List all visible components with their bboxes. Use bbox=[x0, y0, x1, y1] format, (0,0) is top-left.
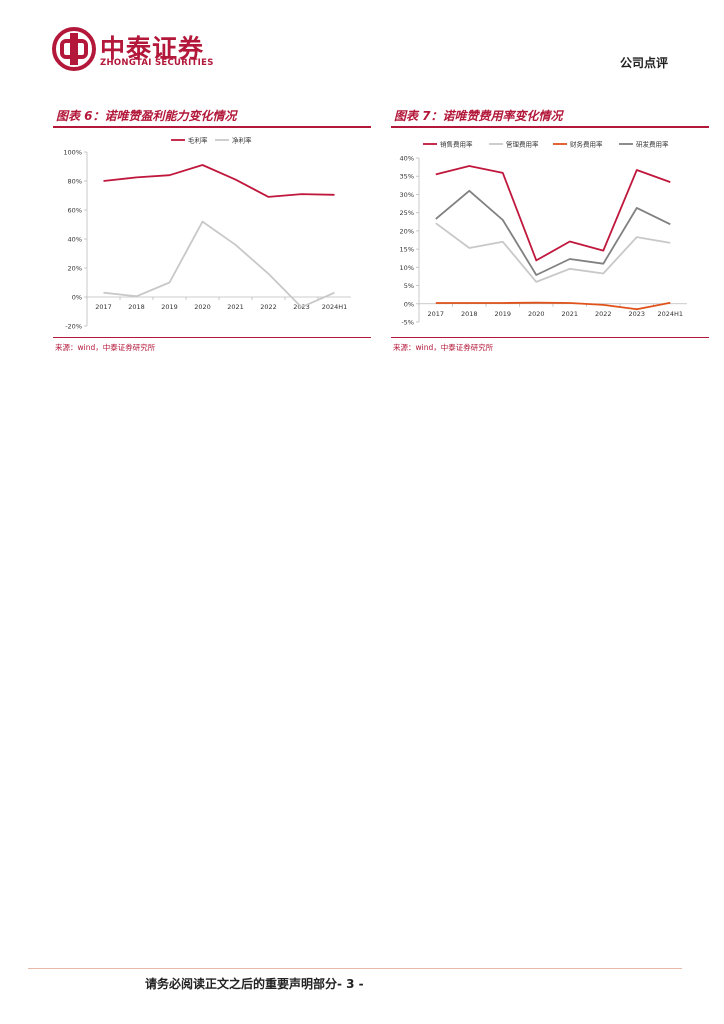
x-tick-label-2020: 2020 bbox=[528, 310, 545, 318]
x-tick-label-2017: 2017 bbox=[95, 303, 112, 311]
brand-name-en: ZHONGTAI SECURITIES bbox=[100, 58, 214, 68]
y-tick-label: 15% bbox=[400, 246, 414, 254]
figure-profitability: 图表 6：诺唯赞盈利能力变化情况 -20% 0% 20% 40% 60% 80% 100% 2… bbox=[53, 104, 371, 356]
x-tick-label-2022: 2022 bbox=[260, 303, 277, 311]
y-tick-label: 25% bbox=[400, 209, 414, 217]
figure-title: 图表 7：诺唯赞费用率变化情况 bbox=[391, 104, 709, 128]
figure-source-text: 来源：wind，中泰证券研究所 bbox=[55, 343, 156, 352]
series-line-1 bbox=[103, 164, 335, 198]
figure-title-text: 图表 6：诺唯赞盈利能力变化情况 bbox=[56, 109, 237, 123]
footer-divider bbox=[28, 968, 682, 969]
x-tick-label-2018: 2018 bbox=[461, 310, 478, 318]
legend-label-4: 研发费用率 bbox=[636, 140, 669, 149]
legend-label-2: 管理费用率 bbox=[506, 140, 539, 149]
y-tick-label: 30% bbox=[400, 191, 414, 199]
y-tick-label: 10% bbox=[400, 264, 414, 272]
y-tick-label: -20% bbox=[65, 323, 82, 331]
x-tick-label-2023: 2023 bbox=[628, 310, 645, 318]
series-line-2 bbox=[435, 222, 671, 283]
y-tick-label: -5% bbox=[401, 319, 414, 327]
legend-label-3: 财务费用率 bbox=[570, 140, 603, 149]
y-tick-label: 100% bbox=[63, 149, 82, 157]
figure-title-text: 图表 7：诺唯赞费用率变化情况 bbox=[394, 109, 563, 123]
x-tick-label-2019: 2019 bbox=[161, 303, 178, 311]
x-tick-label-2021: 2021 bbox=[227, 303, 244, 311]
figure-title: 图表 6：诺唯赞盈利能力变化情况 bbox=[53, 104, 371, 128]
x-tick-label-2024H1: 2024H1 bbox=[322, 303, 348, 311]
document-type: 公司点评 bbox=[619, 56, 668, 70]
footer-disclaimer: 请务必阅读正文之后的重要声明部分- 3 - bbox=[145, 977, 364, 991]
legend-label-2: 净利率 bbox=[232, 136, 252, 145]
figure-source: 来源：wind，中泰证券研究所 bbox=[53, 337, 371, 356]
x-tick-label-2021: 2021 bbox=[561, 310, 578, 318]
x-tick-label-2018: 2018 bbox=[128, 303, 145, 311]
legend-label-1: 毛利率 bbox=[188, 136, 208, 145]
zhongtai-logo-icon bbox=[52, 27, 96, 71]
page-header: 中泰证券 ZHONGTAI SECURITIES 公司点评 bbox=[0, 0, 724, 90]
legend-label-1: 销售费用率 bbox=[440, 140, 473, 149]
y-tick-label: 20% bbox=[400, 227, 414, 235]
series-line-2 bbox=[103, 220, 335, 309]
y-tick-label: 0% bbox=[72, 294, 82, 302]
x-tick-label-2017: 2017 bbox=[427, 310, 444, 318]
figure-source-text: 来源：wind，中泰证券研究所 bbox=[393, 343, 494, 352]
series-line-1 bbox=[435, 165, 671, 262]
y-tick-label: 5% bbox=[404, 282, 414, 290]
figure-expense-ratio: 图表 7：诺唯赞费用率变化情况 -5% 0% 5% 10% 15% 20% 25% 30% 35… bbox=[391, 104, 709, 356]
y-tick-label: 40% bbox=[400, 155, 414, 163]
series-line-3 bbox=[435, 301, 671, 311]
series-line-4 bbox=[435, 189, 671, 276]
figure-source: 来源：wind，中泰证券研究所 bbox=[391, 337, 709, 356]
x-tick-label-2020: 2020 bbox=[194, 303, 211, 311]
profitability-line-chart: -20% 0% 20% 40% 60% 80% 100% 2017 2018 2019 2020 20… bbox=[63, 136, 351, 331]
x-tick-label-2022: 2022 bbox=[595, 310, 612, 318]
y-tick-label: 40% bbox=[68, 236, 82, 244]
y-tick-label: 80% bbox=[68, 178, 82, 186]
y-tick-label: 35% bbox=[400, 173, 414, 181]
y-tick-label: 0% bbox=[404, 300, 414, 308]
y-tick-label: 60% bbox=[68, 207, 82, 215]
y-tick-label: 20% bbox=[68, 265, 82, 273]
brand-name-cn: 中泰证券 bbox=[100, 34, 205, 63]
x-tick-label-2019: 2019 bbox=[494, 310, 511, 318]
x-tick-label-2024H1: 2024H1 bbox=[657, 310, 683, 318]
expense-ratio-line-chart: -5% 0% 5% 10% 15% 20% 25% 30% 35% 40% 2017 2018 2019… bbox=[400, 140, 687, 327]
